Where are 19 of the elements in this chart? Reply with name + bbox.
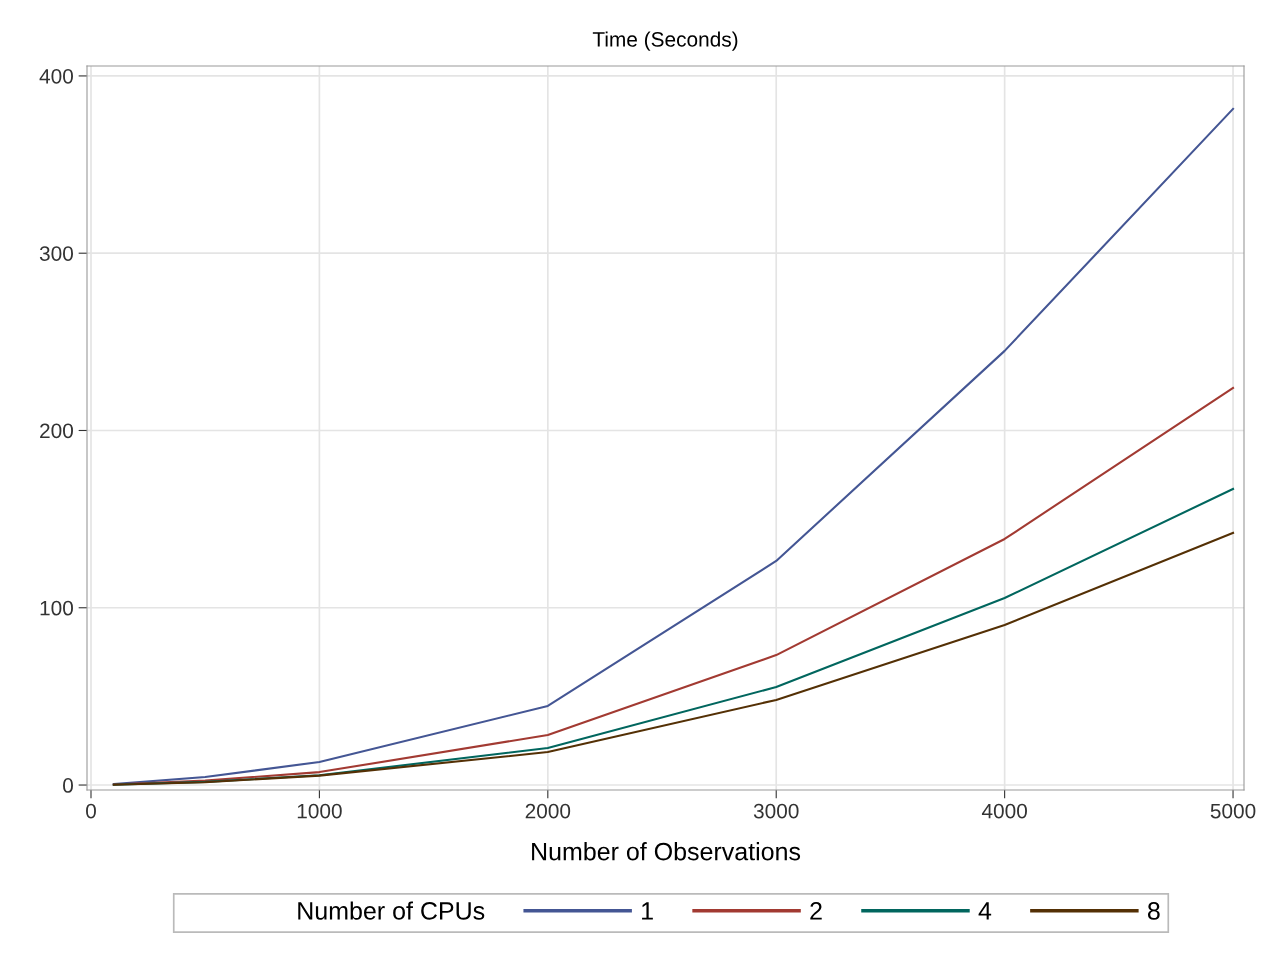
x-tick-label: 3000: [753, 803, 799, 819]
legend-label: 1: [642, 902, 653, 920]
y-tick-label: 400: [39, 68, 73, 84]
x-axis-title: Number of Observations: [532, 842, 801, 861]
y-tick-label: 100: [40, 600, 73, 616]
x-tick-label: 5000: [1210, 803, 1256, 819]
x-tick-label: 1000: [297, 803, 342, 819]
x-tick-label: 2000: [525, 803, 571, 819]
y-tick-label: 0: [63, 778, 73, 793]
y-tick-label: 200: [40, 423, 73, 439]
y-tick-label: 300: [39, 246, 73, 261]
x-tick-label: 0: [86, 803, 96, 819]
legend-label: 4: [978, 902, 992, 920]
legend-label: 8: [1147, 902, 1160, 920]
x-tick-label: 4000: [981, 803, 1027, 819]
legend-label: 2: [810, 902, 822, 920]
legend-title: Number of CPUs: [298, 901, 485, 920]
line-series: [112, 386, 1235, 786]
y-axis-title: Time (Seconds): [592, 31, 738, 51]
